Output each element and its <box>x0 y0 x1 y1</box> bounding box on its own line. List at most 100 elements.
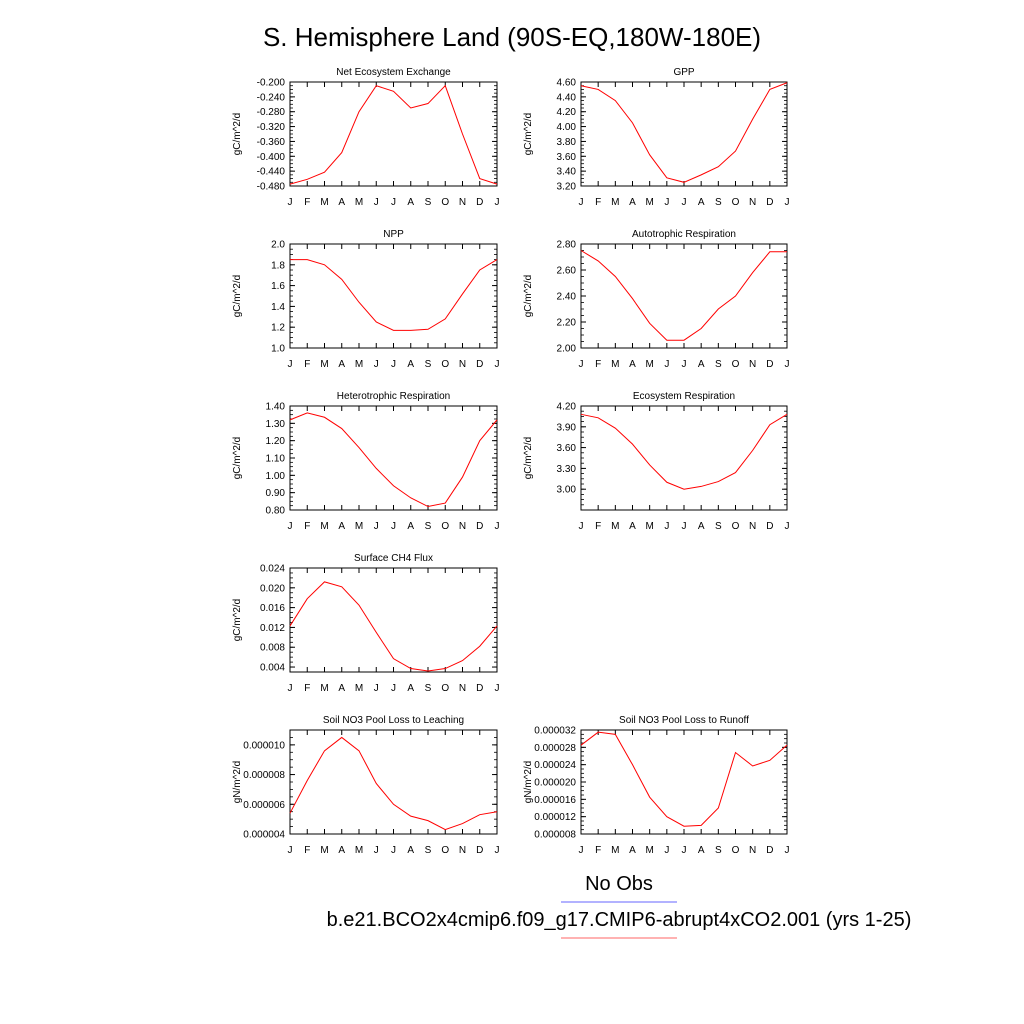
y-tick-label: 0.024 <box>260 564 285 575</box>
x-tick-label: M <box>320 359 328 370</box>
plot-frame <box>580 729 788 835</box>
x-tick-label: M <box>611 845 619 856</box>
x-tick-label: F <box>595 845 601 856</box>
panel-title: GPP <box>673 67 694 78</box>
x-tick-label: O <box>732 845 740 856</box>
x-tick-label: M <box>645 359 653 370</box>
x-tick-label: D <box>476 845 483 856</box>
panel-title: Net Ecosystem Exchange <box>336 67 451 78</box>
plot-frame <box>289 243 498 349</box>
x-tick-label: J <box>682 521 687 532</box>
y-tick-label: 4.40 <box>557 92 577 103</box>
y-tick-label: 4.60 <box>557 78 577 89</box>
x-tick-label: J <box>495 521 500 532</box>
x-tick-label: A <box>698 845 705 856</box>
x-tick-label: O <box>732 521 740 532</box>
x-tick-label: N <box>749 521 756 532</box>
x-tick-label: M <box>611 359 619 370</box>
x-tick-label: M <box>320 683 328 694</box>
y-axis-label: gC/m^2/d <box>232 113 243 156</box>
x-tick-label: A <box>698 197 705 208</box>
x-tick-label: J <box>664 197 669 208</box>
y-tick-label: 1.8 <box>271 260 285 271</box>
x-tick-label: O <box>441 359 449 370</box>
y-tick-label: 1.20 <box>266 436 286 447</box>
x-tick-label: J <box>288 359 293 370</box>
x-tick-label: S <box>715 845 722 856</box>
y-tick-label: 1.4 <box>271 302 285 313</box>
x-tick-label: F <box>304 359 310 370</box>
y-tick-label: 0.016 <box>260 603 285 614</box>
x-tick-label: J <box>374 197 379 208</box>
y-tick-label: 4.00 <box>557 122 577 133</box>
x-tick-label: N <box>749 845 756 856</box>
panel-title: Autotrophic Respiration <box>632 229 736 240</box>
x-tick-label: J <box>682 845 687 856</box>
x-tick-label: S <box>425 845 432 856</box>
series-line-model <box>580 250 787 341</box>
x-tick-label: S <box>425 197 432 208</box>
x-tick-label: J <box>391 521 396 532</box>
x-tick-label: M <box>355 359 363 370</box>
x-tick-label: J <box>495 359 500 370</box>
y-axis-label: gC/m^2/d <box>523 275 534 318</box>
x-tick-label: A <box>407 359 414 370</box>
x-tick-label: J <box>374 521 379 532</box>
y-tick-label: 0.004 <box>260 663 285 674</box>
x-tick-label: M <box>611 521 619 532</box>
x-tick-label: M <box>645 521 653 532</box>
x-tick-label: J <box>579 845 584 856</box>
x-tick-label: D <box>476 197 483 208</box>
y-tick-label: 3.00 <box>557 485 577 496</box>
x-tick-label: A <box>338 683 345 694</box>
y-tick-label: 0.020 <box>260 583 285 594</box>
y-tick-label: 0.90 <box>266 488 286 499</box>
x-tick-label: F <box>595 359 601 370</box>
y-axis-label: gC/m^2/d <box>232 437 243 480</box>
x-tick-label: J <box>664 359 669 370</box>
y-tick-label: 3.60 <box>557 443 577 454</box>
x-tick-label: O <box>441 845 449 856</box>
x-tick-label: J <box>374 845 379 856</box>
x-tick-label: A <box>338 359 345 370</box>
plot-frame <box>289 567 498 673</box>
x-tick-label: D <box>766 845 773 856</box>
panel-title: Soil NO3 Pool Loss to Runoff <box>619 715 749 726</box>
series-line-model <box>290 259 498 331</box>
x-tick-label: O <box>441 521 449 532</box>
legend-label-model: b.e21.BCO2x4cmip6.f09_g17.CMIP6-abrupt4x… <box>327 909 912 931</box>
x-tick-label: S <box>425 359 432 370</box>
x-tick-label: J <box>682 197 687 208</box>
x-tick-label: J <box>374 683 379 694</box>
x-tick-label: J <box>785 521 790 532</box>
x-tick-label: J <box>288 845 293 856</box>
x-tick-label: J <box>374 359 379 370</box>
x-tick-label: N <box>459 197 466 208</box>
x-tick-label: O <box>441 683 449 694</box>
x-tick-label: D <box>476 359 483 370</box>
legend: No Obs b.e21.BCO2x4cmip6.f09_g17.CMIP6-a… <box>327 873 912 939</box>
x-tick-label: A <box>338 521 345 532</box>
y-tick-label: 3.90 <box>557 422 577 433</box>
y-tick-label: 2.40 <box>557 292 577 303</box>
x-tick-label: F <box>595 521 601 532</box>
x-tick-label: A <box>698 521 705 532</box>
x-tick-label: M <box>355 197 363 208</box>
y-axis-label: gC/m^2/d <box>232 599 243 642</box>
x-tick-label: J <box>785 197 790 208</box>
x-tick-label: D <box>766 521 773 532</box>
x-tick-label: S <box>425 521 432 532</box>
y-tick-label: 4.20 <box>557 402 577 413</box>
x-tick-label: S <box>425 683 432 694</box>
x-tick-label: J <box>495 683 500 694</box>
plot-frame <box>289 729 498 835</box>
x-tick-label: J <box>579 197 584 208</box>
series-line-model <box>289 84 498 185</box>
series-line-model <box>289 736 498 831</box>
x-tick-label: N <box>749 197 756 208</box>
y-tick-label: -0.360 <box>257 137 286 148</box>
y-tick-label: 0.000016 <box>534 795 576 806</box>
